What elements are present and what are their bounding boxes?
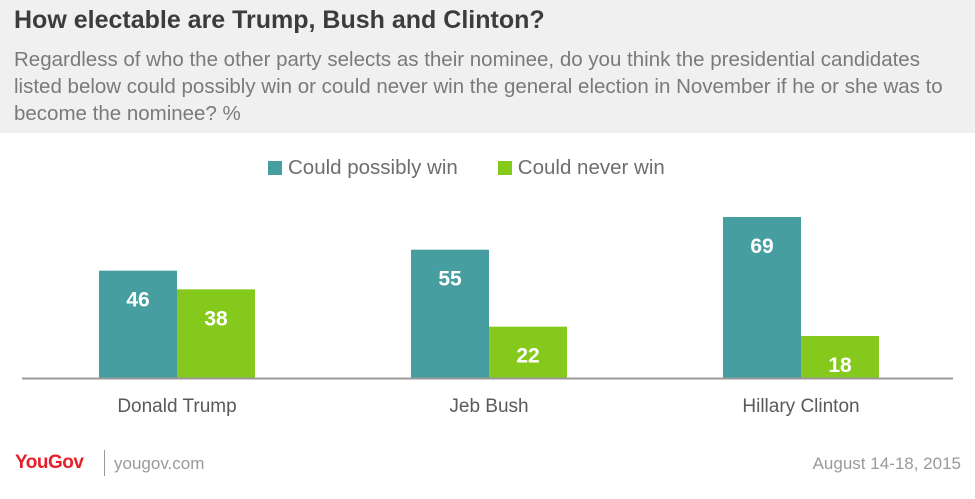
legend-swatch-possibly (268, 161, 282, 175)
legend-label-never: Could never win (517, 156, 665, 179)
bar-possibly-0 (99, 270, 177, 378)
category-label-2: Hillary Clinton (742, 396, 859, 417)
category-label-1: Jeb Bush (449, 396, 528, 417)
data-label-possibly-2: 69 (750, 235, 773, 258)
chart-title: How electable are Trump, Bush and Clinto… (14, 6, 545, 34)
legend-swatch-never (497, 161, 512, 175)
legend-label-possibly: Could possibly win (288, 156, 458, 179)
category-label-0: Donald Trump (117, 396, 236, 417)
bar-possibly-1 (411, 249, 489, 378)
footer-divider (104, 450, 105, 476)
chart-legend: Could possibly win Could never win (268, 156, 705, 180)
legend-item-never: Could never win (497, 156, 665, 180)
footer-date: August 14-18, 2015 (812, 454, 961, 473)
data-label-never-0: 38 (204, 307, 228, 330)
chart-header: How electable are Trump, Bush and Clinto… (0, 0, 975, 133)
data-label-never-2: 18 (828, 354, 852, 377)
chart-subtitle: Regardless of who the other party select… (14, 48, 943, 125)
bar-never-2 (801, 336, 879, 378)
bar-possibly-2 (723, 217, 801, 378)
bar-never-0 (177, 289, 255, 378)
footer-site: yougov.com (114, 454, 205, 473)
yougov-logo: YouGov (15, 452, 84, 473)
data-label-possibly-0: 46 (126, 289, 149, 312)
data-label-never-1: 22 (516, 345, 539, 368)
bar-never-1 (489, 326, 567, 378)
legend-item-possibly: Could possibly win (268, 156, 458, 180)
data-label-possibly-1: 55 (438, 268, 462, 291)
